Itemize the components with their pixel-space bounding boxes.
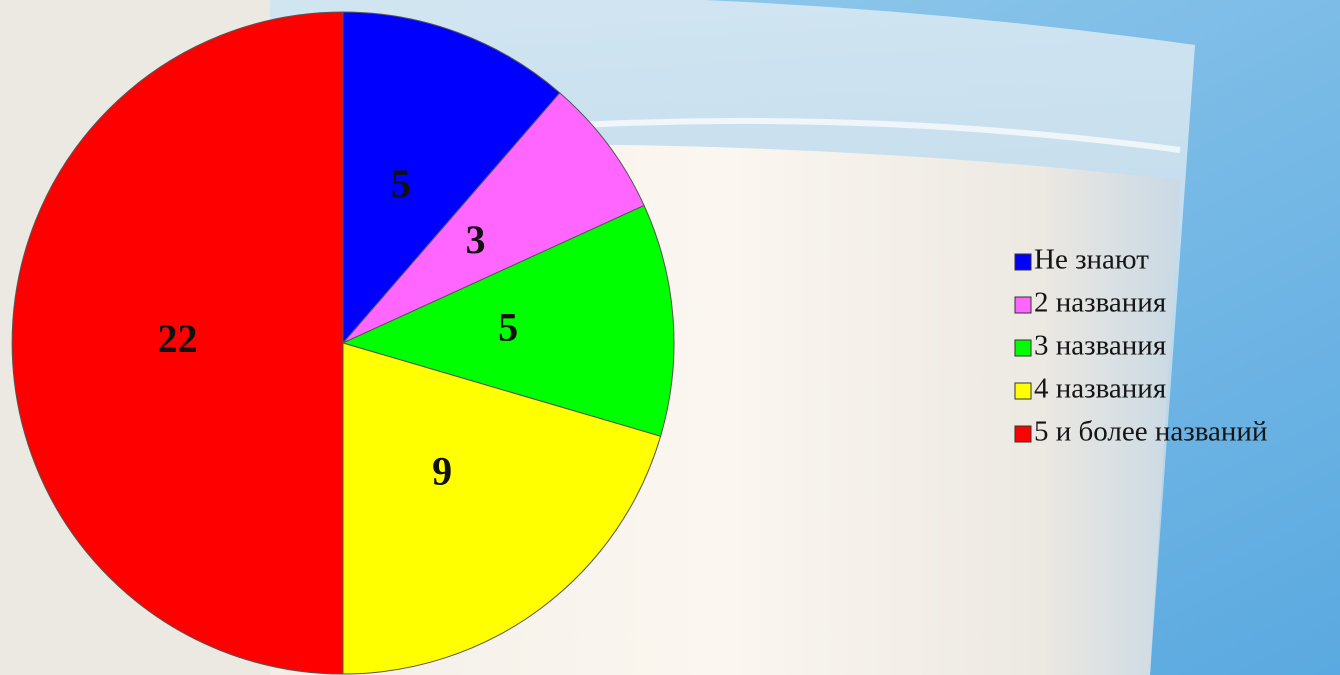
legend-swatch (1014, 382, 1032, 400)
legend-swatch (1014, 339, 1032, 357)
legend-swatch (1014, 253, 1032, 271)
legend-swatch (1014, 425, 1032, 443)
data-label: 3 (465, 217, 485, 262)
data-label: 5 (391, 161, 411, 206)
pie-slice (342, 342, 662, 675)
data-label: 5 (498, 304, 518, 349)
pie-slice (11, 11, 344, 675)
legend: Не знают 2 названия 3 названия 4 названия 5 … (1014, 244, 1267, 448)
legend-label: 4 названия (1034, 373, 1166, 405)
pie-slice (342, 11, 561, 345)
pie (11, 11, 675, 675)
data-label: 22 (158, 316, 198, 361)
legend-label: Не знают (1034, 244, 1149, 276)
legend-label: 2 названия (1034, 287, 1166, 319)
legend-swatch (1014, 296, 1032, 314)
data-label: 9 (432, 449, 452, 494)
legend-label: 3 названия (1034, 330, 1166, 362)
pie-slice (341, 204, 675, 437)
pie-slice (342, 92, 645, 344)
legend-label: 5 и более названий (1034, 416, 1267, 448)
